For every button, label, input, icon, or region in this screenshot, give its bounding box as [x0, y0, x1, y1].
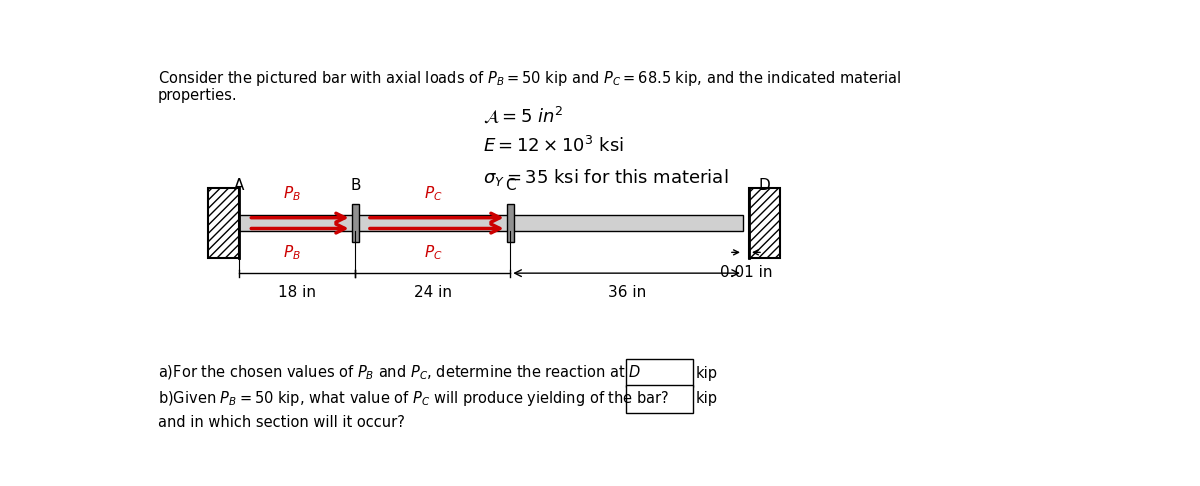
Text: D: D — [758, 178, 770, 193]
FancyBboxPatch shape — [626, 385, 694, 413]
Text: properties.: properties. — [157, 88, 238, 104]
Text: $P_C$: $P_C$ — [424, 184, 442, 203]
Text: kip: kip — [696, 391, 718, 406]
Text: $\sigma_Y = 35$ ksi for this material: $\sigma_Y = 35$ ksi for this material — [484, 167, 728, 188]
FancyBboxPatch shape — [626, 359, 694, 387]
Bar — [208, 189, 239, 258]
Text: B: B — [350, 178, 361, 193]
Text: 24 in: 24 in — [414, 285, 452, 300]
Text: b)Given $P_B = 50$ kip, what value of $P_C$ will produce yielding of the bar?: b)Given $P_B = 50$ kip, what value of $P… — [157, 389, 670, 408]
Bar — [352, 204, 359, 243]
Text: C: C — [505, 178, 516, 193]
Bar — [749, 189, 780, 258]
Text: A: A — [234, 178, 245, 193]
Text: a)For the chosen values of $P_B$ and $P_C$, determine the reaction at $D$: a)For the chosen values of $P_B$ and $P_… — [157, 364, 641, 382]
Text: 36 in: 36 in — [607, 285, 646, 300]
Text: $\mathcal{A} = 5$ in$^2$: $\mathcal{A} = 5$ in$^2$ — [484, 105, 563, 126]
Text: $P_B$: $P_B$ — [283, 243, 301, 262]
Bar — [239, 215, 743, 231]
Text: and in which section will it occur?: and in which section will it occur? — [157, 415, 404, 430]
Text: $P_B$: $P_B$ — [283, 184, 301, 203]
Text: 18 in: 18 in — [278, 285, 317, 300]
Text: kip: kip — [696, 366, 718, 381]
Text: 0.01 in: 0.01 in — [720, 265, 773, 279]
Text: Consider the pictured bar with axial loads of $P_B = 50$ kip and $P_C = 68.5$ ki: Consider the pictured bar with axial loa… — [157, 69, 901, 88]
Bar — [506, 204, 515, 243]
Text: $E = 12 \times 10^3$ ksi: $E = 12 \times 10^3$ ksi — [484, 136, 624, 156]
Text: $P_C$: $P_C$ — [424, 243, 442, 262]
